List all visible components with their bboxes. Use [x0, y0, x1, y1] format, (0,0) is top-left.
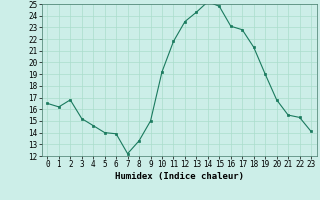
X-axis label: Humidex (Indice chaleur): Humidex (Indice chaleur): [115, 172, 244, 181]
